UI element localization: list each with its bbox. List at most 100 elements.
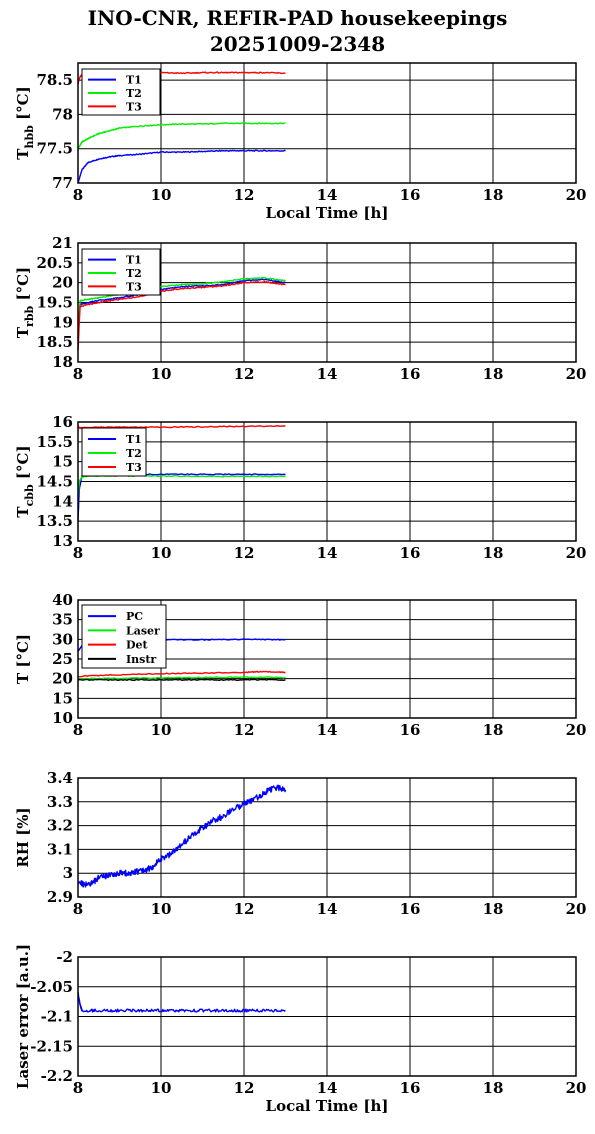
y-tick-label: 14.5 — [36, 473, 73, 491]
legend-label: T2 — [126, 447, 142, 460]
chart-title: INO-CNR, REFIR-PAD housekeepings — [87, 6, 508, 30]
y-axis-label: RH [%] — [14, 807, 32, 867]
x-tick-label: 12 — [234, 900, 255, 918]
x-tick-label: 10 — [151, 721, 172, 739]
chart-panel-6: 8 10 12 14 16 18 20 -2.2 -2.15 -2.1 -2.05 -2 Laser e… — [14, 944, 586, 1115]
legend-label: Laser — [126, 624, 160, 637]
y-tick-label: 15 — [52, 453, 73, 471]
y-tick-label: 35 — [52, 611, 73, 629]
y-tick-label: 78 — [52, 105, 73, 123]
series-line-t3 — [77, 280, 286, 351]
y-tick-label: 3.1 — [47, 840, 73, 858]
x-tick-label: 10 — [151, 186, 172, 204]
legend-label: T1 — [126, 433, 142, 446]
y-axis-label: Tcbb [°C] — [14, 445, 36, 517]
x-tick-label: 12 — [234, 365, 255, 383]
legend-label: T1 — [126, 74, 142, 87]
y-tick-label: -2.2 — [41, 1067, 73, 1085]
y-tick-label: 19.5 — [36, 294, 73, 312]
x-tick-label: 10 — [151, 544, 172, 562]
y-tick-label: 18 — [52, 353, 73, 371]
y-tick-label: -2.15 — [30, 1037, 73, 1055]
series-line-t2 — [77, 277, 286, 334]
x-tick-label: 18 — [483, 900, 504, 918]
plot-frame — [77, 777, 577, 898]
legend-label: T3 — [126, 100, 142, 113]
x-tick-label: 16 — [400, 1079, 421, 1097]
x-tick-label: 10 — [151, 365, 172, 383]
y-tick-label: 18.5 — [36, 333, 73, 351]
y-tick-label: 20.5 — [36, 254, 73, 272]
x-tick-label: 18 — [483, 365, 504, 383]
x-tick-label: 16 — [400, 721, 421, 739]
x-tick-label: 18 — [483, 1079, 504, 1097]
series-line-t3 — [77, 425, 286, 430]
x-tick-label: 8 — [73, 1079, 83, 1097]
x-tick-label: 20 — [566, 721, 587, 739]
y-tick-label: 13 — [52, 532, 73, 550]
y-tick-label: 2.9 — [47, 888, 73, 906]
series-line-t2 — [77, 474, 286, 498]
x-tick-label: 14 — [317, 900, 338, 918]
x-tick-label: 18 — [483, 544, 504, 562]
y-tick-label: 40 — [52, 591, 73, 609]
x-tick-label: 20 — [566, 1079, 587, 1097]
y-tick-label: -2.05 — [30, 978, 73, 996]
plot-frame — [77, 421, 577, 542]
x-tick-label: 8 — [73, 900, 83, 918]
x-axis-label: Local Time [h] — [266, 1097, 389, 1115]
x-tick-label: 14 — [317, 721, 338, 739]
y-tick-label: 30 — [52, 630, 73, 648]
x-tick-label: 12 — [234, 544, 255, 562]
y-axis-label: Thbb [°C] — [14, 86, 36, 159]
x-tick-label: 12 — [234, 721, 255, 739]
chart-panel-4: 8 10 12 14 16 18 2010152025303540PCLaserDetIns… — [14, 591, 586, 739]
x-tick-label: 14 — [317, 365, 338, 383]
y-tick-label: 20 — [52, 670, 73, 688]
x-tick-label: 12 — [234, 186, 255, 204]
y-tick-label: 19 — [52, 313, 73, 331]
y-tick-label: 3.4 — [47, 769, 73, 787]
y-tick-label: 3 — [63, 864, 73, 882]
x-tick-label: 8 — [73, 186, 83, 204]
series-line-det — [78, 670, 286, 678]
x-tick-label: 20 — [566, 544, 587, 562]
y-tick-label: 13.5 — [36, 512, 73, 530]
plot-frame — [77, 956, 577, 1077]
legend-label: Det — [126, 639, 149, 652]
x-tick-label: 14 — [317, 1079, 338, 1097]
legend-label: T2 — [126, 267, 142, 280]
x-tick-label: 14 — [317, 186, 338, 204]
legend-label: T3 — [126, 280, 142, 293]
x-tick-label: 18 — [483, 721, 504, 739]
x-tick-label: 8 — [73, 721, 83, 739]
y-tick-label: 77 — [52, 174, 73, 192]
x-axis-label: Local Time [h] — [266, 204, 389, 222]
x-tick-label: 16 — [400, 900, 421, 918]
x-tick-label: 16 — [400, 186, 421, 204]
y-tick-label: 14 — [52, 492, 73, 510]
y-tick-label: 3.3 — [47, 793, 73, 811]
series-line-data — [77, 992, 286, 1013]
chart-subtitle: 20251009-2348 — [209, 32, 386, 56]
series-line-t2 — [77, 122, 286, 150]
y-tick-label: 10 — [52, 709, 73, 727]
x-tick-label: 18 — [483, 186, 504, 204]
plot-frame — [77, 599, 577, 719]
plot-frame — [77, 242, 577, 363]
series-line-laser — [78, 676, 286, 680]
x-tick-label: 8 — [73, 365, 83, 383]
plot-frame — [77, 62, 577, 184]
legend-label: Instr — [126, 653, 156, 666]
y-tick-label: 15.5 — [36, 433, 73, 451]
x-tick-label: 8 — [73, 544, 83, 562]
legend-label: T2 — [126, 87, 142, 100]
x-tick-label: 16 — [400, 365, 421, 383]
series-line-instr — [77, 678, 286, 681]
y-axis-label: Trbb [°C] — [14, 267, 36, 338]
y-tick-label: -2.1 — [41, 1008, 73, 1026]
